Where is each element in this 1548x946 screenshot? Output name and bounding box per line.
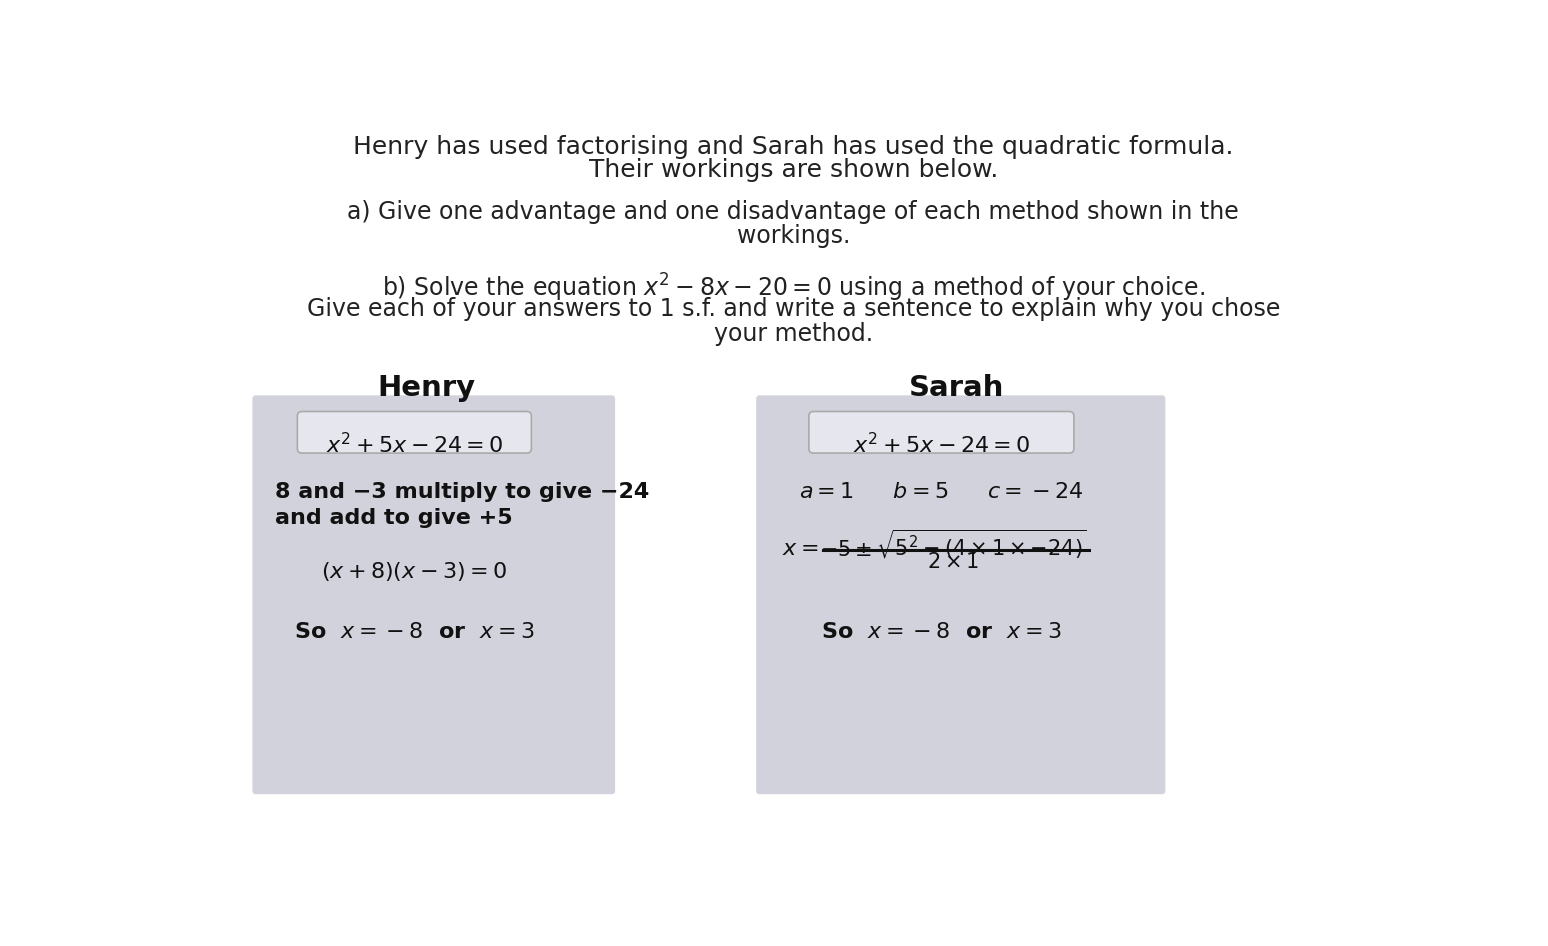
Text: $a = 1$     $b = 5$     $c = -24$: $a = 1$ $b = 5$ $c = -24$ [799, 482, 1084, 501]
Text: $(x + 8)(x - 3) = 0$: $(x + 8)(x - 3) = 0$ [322, 560, 508, 583]
Text: workings.: workings. [737, 223, 850, 248]
FancyBboxPatch shape [810, 412, 1074, 453]
Text: Henry has used factorising and Sarah has used the quadratic formula.: Henry has used factorising and Sarah has… [353, 135, 1234, 159]
Text: So  $x = -8$  or  $x = 3$: So $x = -8$ or $x = 3$ [294, 622, 534, 641]
Text: a) Give one advantage and one disadvantage of each method shown in the: a) Give one advantage and one disadvanta… [347, 200, 1240, 224]
Text: and add to give +5: and add to give +5 [276, 508, 512, 528]
FancyBboxPatch shape [755, 395, 1166, 795]
FancyBboxPatch shape [252, 395, 615, 795]
Text: So  $x = -8$  or  $x = 3$: So $x = -8$ or $x = 3$ [820, 622, 1062, 641]
Text: 8 and −3 multiply to give −24: 8 and −3 multiply to give −24 [276, 482, 649, 501]
Text: your method.: your method. [714, 323, 873, 346]
Text: b) Solve the equation $x^2 - 8x - 20 = 0$ using a method of your choice.: b) Solve the equation $x^2 - 8x - 20 = 0… [382, 272, 1204, 304]
Text: $x =$: $x =$ [782, 538, 819, 558]
Text: Their workings are shown below.: Their workings are shown below. [588, 158, 998, 183]
Text: $x^2 + 5x - 24 = 0$: $x^2 + 5x - 24 = 0$ [853, 431, 1029, 457]
Text: $2 \times 1$: $2 \times 1$ [927, 552, 980, 572]
Text: Sarah: Sarah [909, 374, 1005, 402]
Text: $x^2 + 5x - 24 = 0$: $x^2 + 5x - 24 = 0$ [325, 431, 503, 457]
FancyBboxPatch shape [297, 412, 531, 453]
Text: Give each of your answers to 1 s.f. and write a sentence to explain why you chos: Give each of your answers to 1 s.f. and … [307, 297, 1280, 321]
Text: Henry: Henry [376, 374, 475, 402]
Text: $-5 \pm \sqrt{5^2 - (4 \times 1 \times {-24})}$: $-5 \pm \sqrt{5^2 - (4 \times 1 \times {… [819, 528, 1087, 561]
